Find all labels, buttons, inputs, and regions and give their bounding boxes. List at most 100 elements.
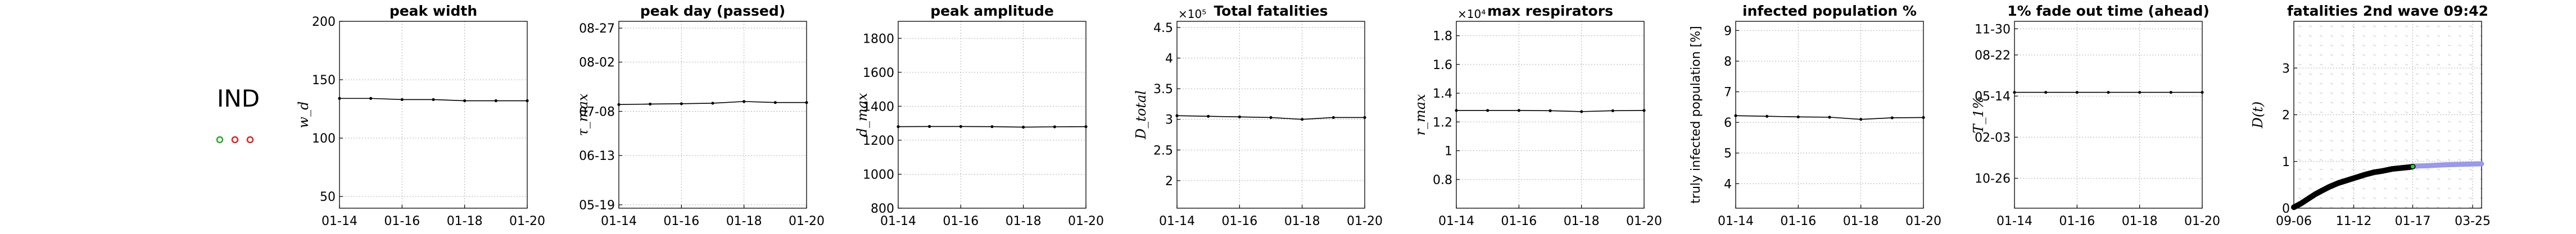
axes-frame (2014, 21, 2203, 209)
data-point (1332, 116, 1335, 120)
y-tick-label: 150 (312, 74, 336, 88)
field-arrow (2437, 82, 2441, 85)
field-arrow (2426, 111, 2430, 113)
field-arrow (2373, 25, 2376, 27)
field-arrow (2426, 82, 2430, 85)
field-arrow (2469, 102, 2473, 104)
data-point (928, 125, 931, 128)
data-point (1922, 116, 1925, 120)
data-point (1053, 125, 1056, 129)
axes-frame (898, 21, 1086, 209)
y-tick-label: 0.8 (1433, 173, 1452, 187)
field-arrow (2458, 35, 2462, 37)
data-point (1363, 116, 1366, 120)
panel-3: 800 1000 1200 1400 1600 1800 01-14 01-16 01-18 01… (854, 3, 1104, 228)
field-arrow (2351, 168, 2355, 171)
y-tick-label: 08-02 (579, 56, 615, 70)
field-arrow (2415, 35, 2419, 37)
field-arrow (2308, 159, 2312, 161)
field-arrow (2298, 44, 2302, 47)
field-arrow (2308, 178, 2312, 180)
field-arrow (2351, 82, 2355, 85)
field-arrow (2298, 149, 2302, 152)
x-tick-label: 01-20 (1068, 214, 1104, 228)
data-point (2138, 90, 2142, 94)
y-tick-label: 6 (1724, 116, 1732, 130)
x-tick-label: 01-20 (1347, 214, 1383, 228)
y-tick-label: 9 (1724, 24, 1732, 38)
field-arrow (2415, 25, 2419, 27)
field-arrow (2426, 149, 2430, 152)
field-arrow (2373, 82, 2376, 85)
field-arrow (2351, 111, 2355, 113)
field-arrow (2319, 168, 2323, 171)
field-arrow (2437, 111, 2441, 113)
field-arrow (2319, 54, 2323, 56)
y-axis-label: T_1% (1971, 96, 1986, 133)
field-arrow (2394, 197, 2398, 199)
field-arrow (2319, 82, 2323, 85)
y-axis-label: truly infected population [%] (1689, 26, 1703, 203)
field-arrow (2319, 102, 2323, 104)
x-tick-label: 01-16 (1780, 214, 1816, 228)
x-tick-label: 01-14 (601, 214, 637, 228)
axes-frame (339, 21, 528, 209)
field-arrow (2394, 111, 2398, 113)
field-arrow (2437, 73, 2441, 75)
panel-2: 05-19 06-13 07-08 08-02 08-27 01-14 01-16 01-18… (575, 3, 825, 228)
field-arrow (2447, 130, 2451, 132)
y-tick-label: 1.8 (1433, 30, 1452, 44)
y-tick-label: 1200 (863, 134, 894, 148)
field-arrow (2394, 140, 2398, 142)
field-arrow (2447, 187, 2451, 190)
field-arrow (2426, 102, 2430, 104)
field-arrow (2351, 197, 2355, 199)
field-arrow (2308, 168, 2312, 171)
field-arrow (2330, 149, 2334, 152)
field-arrow (2447, 197, 2451, 199)
data-point (1734, 114, 1737, 117)
field-arrow (2319, 25, 2323, 27)
field-arrow (2437, 197, 2441, 199)
field-arrow (2447, 111, 2451, 113)
field-arrow (2383, 121, 2387, 123)
field-arrow (2340, 35, 2344, 37)
y-tick-label: 5 (1724, 147, 1732, 161)
field-arrow (2330, 140, 2334, 142)
chart-title: peak amplitude (930, 3, 1054, 19)
x-tick-label: 01-14 (1996, 214, 2032, 228)
field-arrow (2373, 149, 2376, 152)
field-arrow (2426, 73, 2430, 75)
y-tick-label: 1 (2282, 155, 2290, 169)
field-arrow (2340, 111, 2344, 113)
field-arrow (2351, 63, 2355, 66)
field-arrow (2458, 149, 2462, 152)
field-arrow (2340, 25, 2344, 27)
y-tick-label: 8 (1724, 55, 1732, 69)
field-arrow (2405, 159, 2409, 161)
data-point (1486, 109, 1490, 112)
y-axis-label: r_max (1413, 94, 1428, 136)
y-tick-label: 3 (2282, 62, 2290, 76)
field-arrow (2298, 73, 2302, 75)
axis-multiplier: ×10⁵ (1178, 7, 1206, 21)
field-arrow (2469, 187, 2473, 190)
field-arrow (2330, 168, 2334, 171)
data-point (1549, 109, 1552, 112)
field-arrow (2362, 187, 2366, 190)
field-arrow (2394, 149, 2398, 152)
field-arrow (2373, 92, 2376, 94)
y-tick-label: 4 (1165, 52, 1173, 66)
field-arrow (2469, 159, 2473, 161)
field-arrow (2383, 73, 2387, 75)
field-arrow (2426, 35, 2430, 37)
field-arrow (2415, 92, 2419, 94)
y-axis-label: D_total (1133, 90, 1149, 140)
field-arrow (2308, 54, 2312, 56)
data-point (1207, 114, 1210, 118)
field-arrow (2415, 149, 2419, 152)
data-point (2107, 90, 2110, 94)
field-arrow (2340, 82, 2344, 85)
field-arrow (2447, 168, 2451, 171)
field-arrow (2405, 63, 2409, 66)
